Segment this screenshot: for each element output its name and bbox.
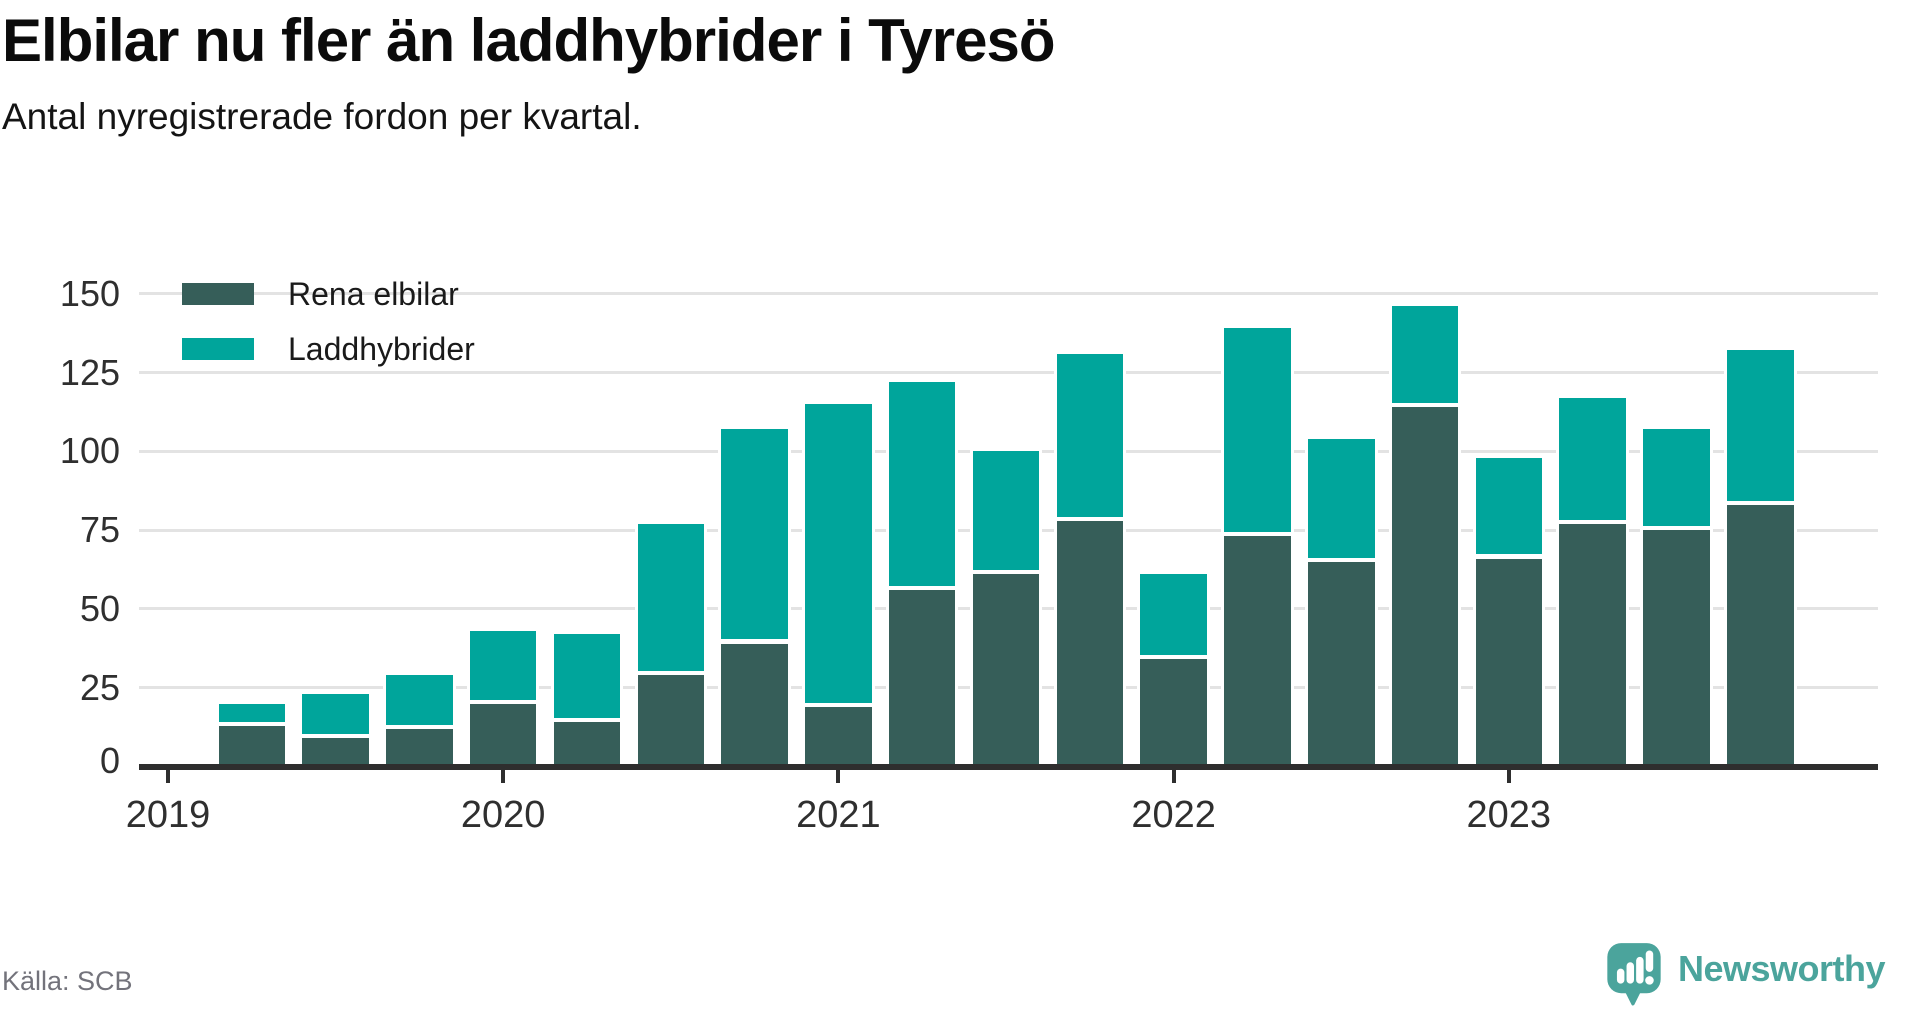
bar-segment-laddhybrider-2022K4 <box>1391 306 1459 404</box>
chart-title: Elbilar nu fler än laddhybrider i Tyresö <box>2 7 1055 74</box>
bar-segment-rena-elbilar-2022K3 <box>1308 561 1375 767</box>
x-tick-label-2023: 2023 <box>1466 794 1552 836</box>
y-tick-label-25: 25 <box>79 666 120 708</box>
x-tick-label-2020: 2020 <box>460 794 546 836</box>
bar-segment-rena-elbilar-2019K4 <box>386 728 453 767</box>
bar-segment-laddhybrider-2022K1 <box>1140 574 1207 656</box>
bar-segment-rena-elbilar-2023K3 <box>1643 530 1710 767</box>
x-tick-2022 <box>1171 767 1176 783</box>
bar-segment-rena-elbilar-2019K3 <box>302 738 369 767</box>
y-tick-label-150: 150 <box>59 272 120 314</box>
bar-segment-rena-elbilar-2021K4 <box>1056 520 1123 767</box>
bar-segment-laddhybrider-2021K2 <box>888 382 956 586</box>
bar-segment-rena-elbilar-2022K4 <box>1391 407 1459 767</box>
bar-segment-laddhybrider-2022K3 <box>1308 438 1375 558</box>
x-tick-2020 <box>501 767 506 783</box>
x-tick-label-2021: 2021 <box>796 794 881 836</box>
legend-swatch-laddhybrider <box>182 338 254 360</box>
bar-segment-rena-elbilar-2021K1 <box>805 706 872 767</box>
legend-label-laddhybrider: Laddhybrider <box>288 331 475 367</box>
bar-segment-rena-elbilar-2020K2 <box>553 722 621 767</box>
y-tick-label-50: 50 <box>79 587 120 629</box>
bar-segment-rena-elbilar-2020K1 <box>469 703 537 767</box>
bar-segment-rena-elbilar-2023K2 <box>1559 523 1626 767</box>
bar-segment-rena-elbilar-2021K2 <box>888 590 956 767</box>
bar-segment-rena-elbilar-2023K4 <box>1727 504 1794 767</box>
bar-segment-rena-elbilar-2020K3 <box>637 675 704 767</box>
bar-segment-laddhybrider-2020K1 <box>469 631 537 700</box>
bar-segment-rena-elbilar-2019K2 <box>218 725 286 767</box>
newsworthy-logo[interactable]: Newsworthy <box>1606 942 1918 1008</box>
newsworthy-logo-text: Newsworthy <box>1678 948 1886 989</box>
bar-segment-laddhybrider-2021K3 <box>972 451 1040 571</box>
bar-segment-laddhybrider-2020K4 <box>721 429 788 640</box>
bar-segment-laddhybrider-2022K2 <box>1224 328 1291 533</box>
source-credit: Källa: SCB <box>2 966 133 996</box>
newsworthy-logo-icon <box>1607 943 1661 1006</box>
x-tick-label-2022: 2022 <box>1131 794 1216 836</box>
y-tick-label-75: 75 <box>79 509 120 551</box>
bar-segment-laddhybrider-2019K3 <box>302 694 369 735</box>
y-tick-label-125: 125 <box>59 351 120 393</box>
bar-segment-rena-elbilar-2020K4 <box>721 643 788 767</box>
x-tick-2021 <box>836 767 841 783</box>
x-tick-2023 <box>1506 767 1511 783</box>
bar-segment-laddhybrider-2019K2 <box>218 703 286 722</box>
x-tick-label-2019: 2019 <box>125 794 211 836</box>
x-axis-line <box>139 764 1878 770</box>
bar-segment-laddhybrider-2019K4 <box>386 675 453 725</box>
bar-segment-laddhybrider-2021K1 <box>805 404 872 703</box>
y-tick-label-0: 0 <box>99 739 120 781</box>
legend-label-rena-elbilar: Rena elbilar <box>288 276 459 312</box>
bar-segment-laddhybrider-2023K4 <box>1727 350 1794 501</box>
bar-segment-rena-elbilar-2022K2 <box>1224 536 1291 767</box>
bar-segment-laddhybrider-2021K4 <box>1056 353 1123 517</box>
gridline-150 <box>139 292 1878 296</box>
bar-segment-rena-elbilar-2021K3 <box>972 574 1040 767</box>
bar-segment-laddhybrider-2023K2 <box>1559 397 1626 520</box>
bar-segment-laddhybrider-2023K3 <box>1643 429 1710 527</box>
bar-segment-laddhybrider-2020K2 <box>553 634 621 719</box>
bar-segment-rena-elbilar-2022K1 <box>1140 659 1207 767</box>
bar-segment-laddhybrider-2020K3 <box>637 523 704 672</box>
chart-subtitle: Antal nyregistrerade fordon per kvartal. <box>2 96 642 137</box>
y-tick-label-100: 100 <box>59 430 120 472</box>
gridline-125 <box>139 371 1878 374</box>
bar-segment-laddhybrider-2023K1 <box>1475 457 1542 555</box>
x-tick-2019 <box>166 767 170 783</box>
bar-segment-rena-elbilar-2023K1 <box>1475 558 1542 767</box>
legend-swatch-rena-elbilar <box>182 283 254 305</box>
